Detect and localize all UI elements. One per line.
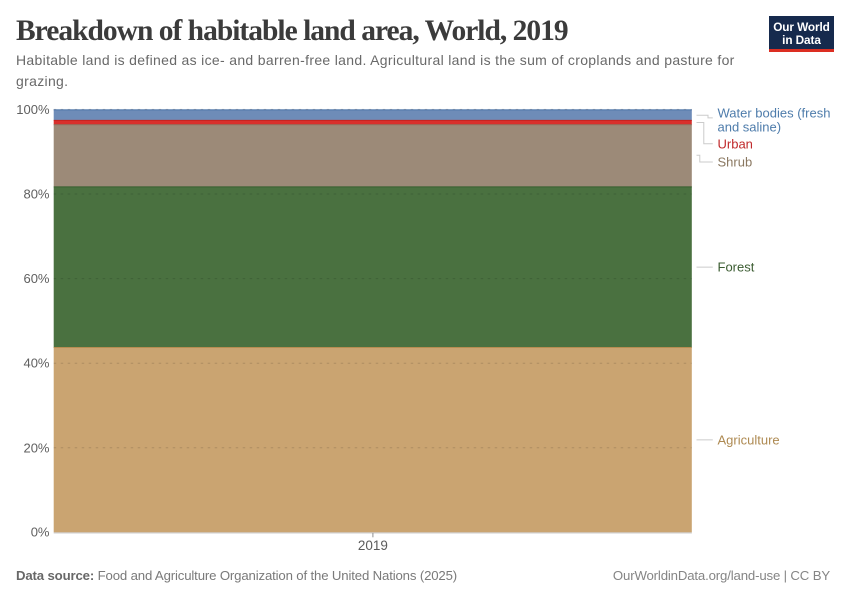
svg-text:2019: 2019 bbox=[358, 538, 388, 553]
svg-text:100%: 100% bbox=[16, 102, 50, 117]
svg-text:60%: 60% bbox=[23, 271, 49, 286]
svg-text:40%: 40% bbox=[23, 356, 49, 371]
svg-text:Agriculture: Agriculture bbox=[718, 432, 780, 447]
svg-text:Water bodies (fresh: Water bodies (fresh bbox=[718, 105, 831, 120]
svg-text:0%: 0% bbox=[31, 525, 50, 540]
svg-text:Shrub: Shrub bbox=[718, 155, 753, 170]
svg-text:20%: 20% bbox=[23, 440, 49, 455]
svg-text:Urban: Urban bbox=[718, 136, 753, 151]
svg-text:80%: 80% bbox=[23, 187, 49, 202]
svg-text:Forest: Forest bbox=[718, 260, 755, 275]
svg-text:and saline): and saline) bbox=[718, 120, 782, 135]
